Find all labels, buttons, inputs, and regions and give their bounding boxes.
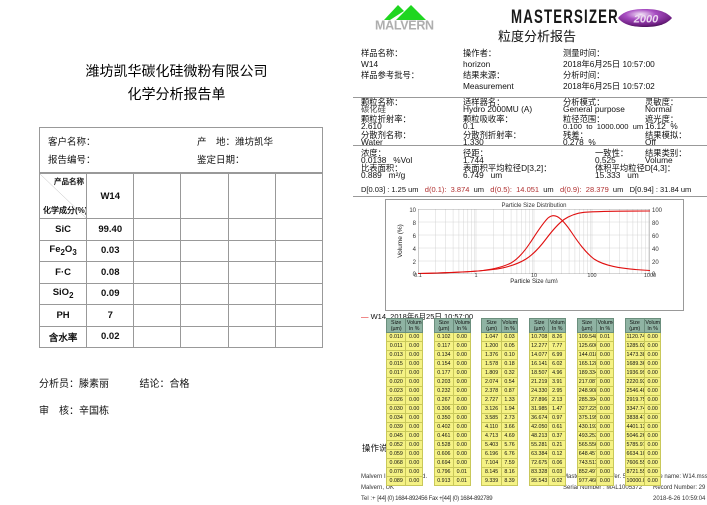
svg-text:20: 20 (652, 260, 659, 266)
svg-text:100: 100 (652, 208, 663, 214)
svg-text:1: 1 (474, 273, 477, 279)
svg-text:40: 40 (652, 247, 659, 253)
svg-text:100: 100 (587, 273, 596, 279)
svg-text:6: 6 (413, 234, 417, 240)
svg-text:2: 2 (413, 260, 417, 266)
svg-text:4: 4 (413, 247, 417, 253)
svg-text:10: 10 (409, 208, 416, 214)
svg-text:Particle Size (µm): Particle Size (µm) (510, 279, 557, 283)
svg-text:2000: 2000 (633, 14, 659, 26)
svg-text:0.1: 0.1 (414, 273, 422, 279)
svg-text:MALVERN: MALVERN (375, 19, 434, 33)
svg-text:80: 80 (652, 221, 659, 227)
svg-text:8: 8 (413, 221, 417, 227)
svg-text:1000: 1000 (644, 273, 656, 279)
svg-text:Volume (%): Volume (%) (397, 224, 404, 258)
svg-text:60: 60 (652, 234, 659, 240)
